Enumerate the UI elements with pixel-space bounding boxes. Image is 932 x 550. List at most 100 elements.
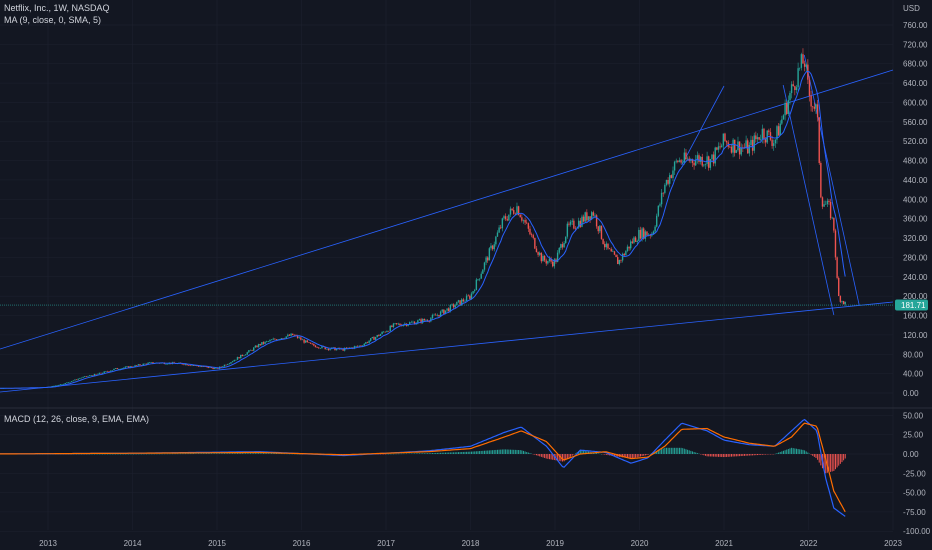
macd-histogram-bar xyxy=(605,454,607,455)
trendlines[interactable] xyxy=(0,54,894,393)
macd-histogram-bar xyxy=(236,453,238,454)
time-axis[interactable]: 2013 2014 2015 2016 2017 2018 2019 2020 2021 2022… xyxy=(39,539,902,548)
macd-histogram-bar xyxy=(753,454,755,456)
macd-histogram-bar xyxy=(418,453,420,454)
candle-body xyxy=(777,126,780,136)
macd-histogram-bar xyxy=(834,454,836,470)
macd-histogram-bar xyxy=(716,454,718,457)
macd-histogram-bar xyxy=(836,454,838,468)
macd-histogram-bar xyxy=(711,454,713,457)
candle-body xyxy=(288,334,291,336)
candle-body xyxy=(378,335,380,336)
candle-body xyxy=(573,220,575,229)
candle-body xyxy=(290,333,292,336)
macd-histogram-bar xyxy=(703,454,705,456)
price-axis[interactable]: USD 760.00 720.00 680.00 640.00 600.00 560.00… xyxy=(895,4,928,398)
candle-body xyxy=(584,212,586,222)
candle-body xyxy=(438,314,440,317)
macd-legend[interactable]: MACD (12, 26, close, 9, EMA, EMA) xyxy=(4,414,150,424)
macd-histogram-bar xyxy=(493,450,495,454)
macd-tick-label: -25.00 xyxy=(903,469,926,478)
candle-body xyxy=(501,218,504,229)
macd-histogram-bar xyxy=(539,454,541,457)
candle-body xyxy=(131,366,133,367)
candle-body xyxy=(54,385,57,387)
candle-body xyxy=(638,229,640,241)
candle-body xyxy=(106,371,109,372)
price-tick-label: 640.00 xyxy=(903,79,928,88)
candle-body xyxy=(444,310,447,314)
trendline[interactable] xyxy=(803,54,860,306)
candle-body xyxy=(670,175,673,178)
candle-body xyxy=(566,223,569,237)
price-tick-label: 480.00 xyxy=(903,157,928,166)
macd-histogram-bar xyxy=(735,454,737,457)
macd-histogram-bar xyxy=(438,452,440,454)
trendline[interactable] xyxy=(782,84,835,316)
macd-histogram-bar xyxy=(225,453,227,454)
macd-histogram-bar xyxy=(704,454,706,456)
candle-body xyxy=(205,366,208,368)
macd-histogram-bar xyxy=(243,453,245,454)
macd-histogram-bar xyxy=(474,451,476,454)
candle-body xyxy=(392,323,395,327)
macd-histogram-bar xyxy=(727,454,729,457)
macd-histogram-bar xyxy=(266,453,268,454)
macd-histogram-bar xyxy=(483,450,485,454)
macd-histogram-bar xyxy=(781,451,783,454)
time-tick-label: 2020 xyxy=(631,539,649,548)
candle-body xyxy=(53,385,55,387)
candle-body xyxy=(626,246,629,251)
candle-body xyxy=(383,331,385,333)
trendline[interactable] xyxy=(681,85,725,166)
candle-body xyxy=(230,362,232,364)
candle-body xyxy=(118,368,120,370)
candle-body xyxy=(769,132,772,140)
candle-body xyxy=(410,322,413,323)
candle-body xyxy=(586,212,588,221)
macd-histogram-bar xyxy=(248,453,250,454)
macd-histogram-bar xyxy=(535,454,537,456)
candle-body xyxy=(698,155,700,162)
candle-body xyxy=(314,345,317,348)
candle-body xyxy=(842,301,845,305)
candle-body xyxy=(397,323,400,325)
candle-body xyxy=(413,321,416,325)
symbol-legend[interactable]: Netflix, Inc., 1W, NASDAQ xyxy=(4,3,110,13)
macd-axis[interactable]: 50.00 25.00 0.00 -25.00 -50.00 -75.00 -100.00 xyxy=(903,411,931,536)
candle-body xyxy=(706,156,708,164)
trendline[interactable] xyxy=(0,69,894,350)
candle-body xyxy=(748,145,751,154)
macd-histogram-bar xyxy=(441,452,443,454)
macd-histogram-bar xyxy=(708,454,710,457)
price-tick-label: 320.00 xyxy=(903,234,928,243)
candle-body xyxy=(365,342,367,344)
candle-body xyxy=(355,345,357,347)
macd-histogram-bar xyxy=(568,454,570,458)
macd-histogram-bar xyxy=(545,454,547,459)
macd-histogram-bar xyxy=(789,448,791,454)
macd-histogram-bar xyxy=(726,454,728,457)
macd-histogram-bar xyxy=(810,454,812,455)
trendline[interactable] xyxy=(0,301,894,393)
candle-body xyxy=(829,201,832,219)
candle-body xyxy=(691,159,694,163)
candle-body xyxy=(532,235,534,238)
macd-histogram-bar xyxy=(636,454,638,458)
macd-histogram-bar xyxy=(537,454,539,456)
time-tick-label: 2018 xyxy=(462,539,480,548)
macd-histogram-bar xyxy=(487,450,489,454)
candle-body xyxy=(552,261,554,267)
macd-histogram-bar xyxy=(633,454,635,458)
candle-body xyxy=(241,354,244,356)
macd-histogram-bar xyxy=(690,450,692,454)
candle-body xyxy=(215,367,218,369)
ma-legend[interactable]: MA (9, close, 0, SMA, 5) xyxy=(4,15,102,25)
candle-body xyxy=(422,318,424,323)
candle-body xyxy=(225,364,227,366)
macd-histogram-bar xyxy=(615,454,617,457)
candle-body xyxy=(321,346,323,349)
macd-histogram-bar xyxy=(776,453,778,454)
candle-body xyxy=(452,304,455,308)
